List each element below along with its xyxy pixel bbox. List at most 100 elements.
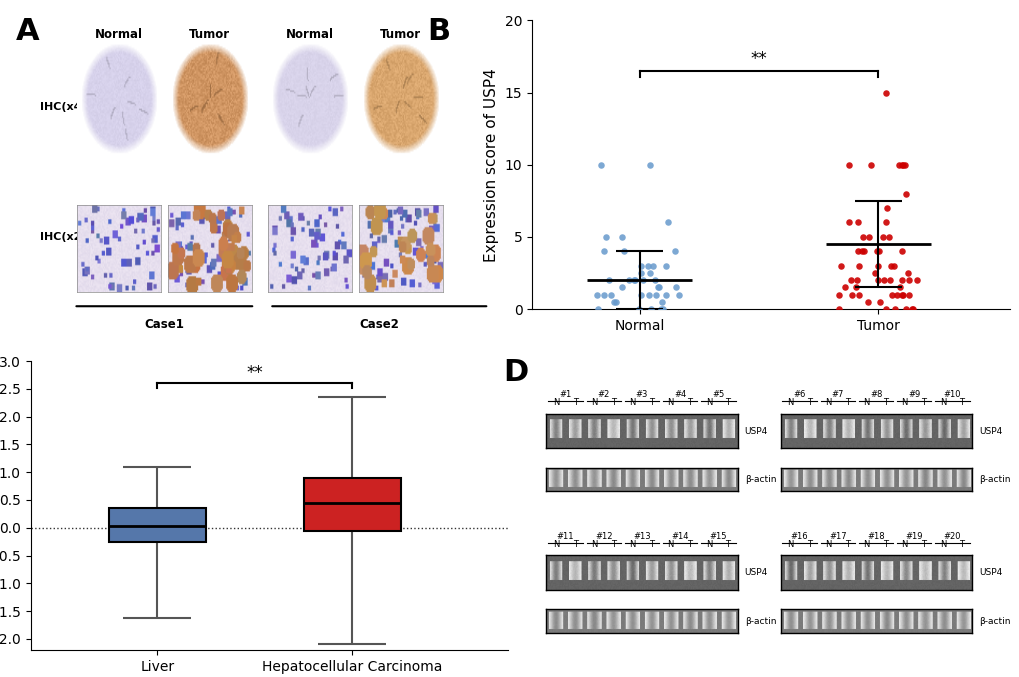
- Point: [894, 159, 910, 170]
- Text: β-actin: β-actin: [744, 475, 775, 484]
- Text: B: B: [427, 18, 449, 47]
- Point: [843, 289, 859, 300]
- Point: [880, 232, 897, 242]
- Point: [657, 289, 674, 300]
- Point: [837, 282, 853, 293]
- Text: T: T: [725, 540, 730, 548]
- Point: [886, 304, 902, 315]
- Text: #12: #12: [594, 531, 612, 541]
- Point: [669, 289, 686, 300]
- Point: [590, 304, 606, 315]
- Point: [613, 282, 630, 293]
- Point: [882, 261, 899, 271]
- Point: [842, 275, 858, 286]
- Text: N: N: [938, 398, 946, 407]
- Text: T: T: [610, 398, 615, 407]
- Text: T: T: [920, 540, 925, 548]
- Point: [652, 304, 668, 315]
- Text: N: N: [901, 540, 907, 548]
- Text: N: N: [629, 398, 635, 407]
- Text: #3: #3: [635, 390, 647, 399]
- Text: T: T: [572, 398, 577, 407]
- Point: [893, 246, 909, 257]
- Point: [877, 202, 894, 213]
- Text: T: T: [920, 398, 925, 407]
- Point: [659, 217, 676, 228]
- Point: [646, 275, 662, 286]
- Text: A: A: [16, 18, 40, 47]
- Point: [894, 159, 910, 170]
- Text: #14: #14: [671, 531, 688, 541]
- Point: [642, 159, 658, 170]
- Text: N: N: [666, 398, 674, 407]
- Text: T: T: [687, 540, 692, 548]
- Point: [903, 304, 919, 315]
- Point: [615, 246, 632, 257]
- Text: IHC(x200): IHC(x200): [40, 232, 102, 242]
- Point: [884, 261, 901, 271]
- Point: [644, 261, 660, 271]
- Point: [870, 246, 887, 257]
- Text: N: N: [824, 398, 830, 407]
- Text: T: T: [806, 398, 811, 407]
- Text: **: **: [247, 364, 263, 382]
- Point: [849, 275, 865, 286]
- Point: [850, 261, 866, 271]
- Y-axis label: Expression score of USP4: Expression score of USP4: [484, 68, 498, 261]
- Text: IHC(x40): IHC(x40): [40, 102, 95, 112]
- Text: #19: #19: [905, 531, 922, 541]
- Point: [600, 275, 616, 286]
- Point: [666, 282, 683, 293]
- Point: [877, 304, 894, 315]
- Text: #18: #18: [866, 531, 884, 541]
- Text: T: T: [687, 398, 692, 407]
- Text: N: N: [786, 398, 793, 407]
- Point: [860, 232, 876, 242]
- Text: N: N: [824, 540, 830, 548]
- Point: [633, 261, 649, 271]
- Point: [605, 297, 622, 307]
- Point: [900, 289, 916, 300]
- Point: [649, 282, 665, 293]
- Text: T: T: [806, 540, 811, 548]
- Point: [900, 275, 916, 286]
- Point: [626, 275, 642, 286]
- Text: β-actin: β-actin: [978, 617, 1009, 626]
- FancyBboxPatch shape: [108, 508, 206, 542]
- Point: [908, 275, 924, 286]
- Text: USP4: USP4: [744, 427, 767, 435]
- Point: [869, 275, 886, 286]
- Text: N: N: [705, 398, 711, 407]
- Point: [596, 246, 612, 257]
- Point: [897, 304, 913, 315]
- Point: [631, 304, 647, 315]
- Point: [880, 275, 897, 286]
- Point: [894, 289, 910, 300]
- Text: Normal: Normal: [285, 28, 333, 41]
- Point: [871, 297, 888, 307]
- Text: USP4: USP4: [978, 568, 1001, 577]
- Point: [602, 289, 619, 300]
- Text: T: T: [959, 540, 964, 548]
- Text: #13: #13: [633, 531, 650, 541]
- Text: #15: #15: [709, 531, 727, 541]
- Point: [899, 267, 915, 278]
- Point: [647, 289, 663, 300]
- Point: [896, 159, 912, 170]
- Text: #17: #17: [828, 531, 846, 541]
- Text: T: T: [959, 398, 964, 407]
- Text: #20: #20: [943, 531, 960, 541]
- Point: [883, 289, 900, 300]
- Text: N: N: [629, 540, 635, 548]
- Point: [862, 159, 878, 170]
- Text: #10: #10: [943, 390, 960, 399]
- Point: [595, 289, 611, 300]
- Point: [841, 217, 857, 228]
- Text: T: T: [882, 398, 888, 407]
- Point: [904, 304, 920, 315]
- Text: **: **: [750, 50, 766, 68]
- Text: #4: #4: [674, 390, 686, 399]
- Text: #8: #8: [869, 390, 881, 399]
- Text: #1: #1: [558, 390, 571, 399]
- Point: [859, 297, 875, 307]
